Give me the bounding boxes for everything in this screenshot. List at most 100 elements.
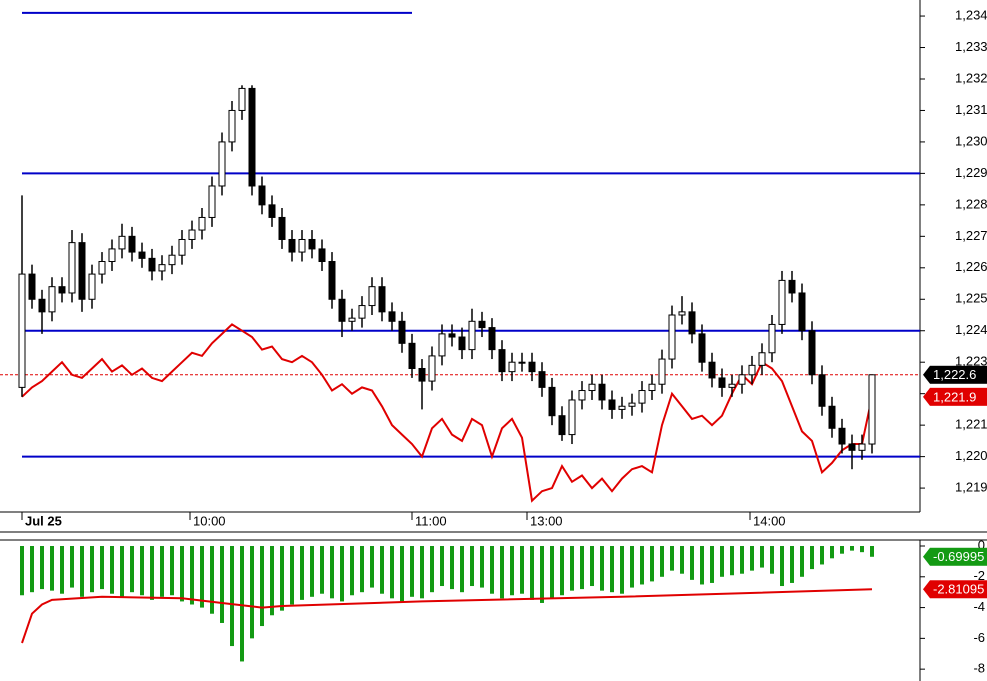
y-tick-label: 1,226 xyxy=(955,259,987,274)
histogram-bar xyxy=(830,546,834,559)
candle-body xyxy=(748,364,756,376)
candle-body xyxy=(448,333,456,338)
y-tick-label: -8 xyxy=(973,661,985,676)
candle-body xyxy=(698,333,706,363)
candle-body xyxy=(518,361,526,364)
candle-body xyxy=(528,361,536,373)
candle-body xyxy=(358,305,366,319)
y-tick-label: 1,229 xyxy=(955,165,987,180)
candle-body xyxy=(48,286,56,313)
y-tick-label: 1,230 xyxy=(955,133,987,148)
candle-body xyxy=(568,399,576,436)
histogram-bar xyxy=(490,546,494,594)
histogram-bar xyxy=(370,546,374,588)
candle-body xyxy=(828,405,836,429)
histogram-bar xyxy=(870,546,874,557)
histogram-bar xyxy=(650,546,654,582)
candle-body xyxy=(628,402,636,407)
y-tick-label: 1,227 xyxy=(955,228,987,243)
histogram-bar xyxy=(770,546,774,574)
y-tick-label: -2 xyxy=(973,568,985,583)
last-value-box xyxy=(930,547,987,566)
candle-body xyxy=(168,254,176,266)
candle-body xyxy=(328,261,336,300)
histogram-bar xyxy=(420,546,424,599)
histogram-bar xyxy=(80,546,84,597)
candle-body xyxy=(588,383,596,392)
candle-body xyxy=(718,377,726,388)
histogram-bar xyxy=(250,546,254,639)
candle-body xyxy=(318,248,326,263)
candle-body xyxy=(398,320,406,344)
candle-body xyxy=(648,383,656,392)
histogram-bar xyxy=(480,546,484,588)
histogram-bar xyxy=(40,546,44,590)
candle-body xyxy=(768,323,776,354)
histogram-bar xyxy=(560,546,564,596)
candle-body xyxy=(38,298,46,313)
histogram-bar xyxy=(190,546,194,605)
candle-body xyxy=(738,374,746,385)
x-tick-label: 13:00 xyxy=(530,513,563,528)
histogram-bar xyxy=(160,546,164,597)
histogram-bar xyxy=(360,546,364,593)
candle-body xyxy=(428,355,436,382)
candle-body xyxy=(688,311,696,335)
x-tick-label: Jul 25 xyxy=(25,513,62,528)
candle-body xyxy=(798,292,806,332)
y-tick-label: 1,223 xyxy=(955,354,987,369)
candle-body xyxy=(158,264,166,272)
histogram-bar xyxy=(820,546,824,565)
histogram-bar xyxy=(730,546,734,576)
histogram-bar xyxy=(120,546,124,597)
last-value-box xyxy=(930,580,987,599)
candle-body xyxy=(598,383,606,401)
histogram-bar xyxy=(800,546,804,577)
candle-body xyxy=(538,371,546,388)
candle-body xyxy=(548,386,556,417)
histogram-bar xyxy=(240,546,244,662)
candle-body xyxy=(228,109,236,143)
histogram-bar xyxy=(200,546,204,608)
candle-body xyxy=(348,317,356,322)
histogram-bar xyxy=(280,546,284,611)
candle-body xyxy=(58,286,66,294)
histogram-bar xyxy=(690,546,694,580)
histogram-bar xyxy=(110,546,114,594)
histogram-bar xyxy=(720,546,724,577)
candle-body xyxy=(368,286,376,307)
histogram-bar xyxy=(290,546,294,605)
candle-body xyxy=(708,361,716,379)
histogram-bar xyxy=(760,546,764,568)
candle-body xyxy=(508,361,516,373)
candle-body xyxy=(298,238,306,253)
candle-body xyxy=(868,374,876,445)
histogram-bar xyxy=(380,546,384,594)
histogram-bar xyxy=(330,546,334,599)
histogram-bar xyxy=(100,546,104,590)
candle-body xyxy=(638,390,646,404)
histogram-bar xyxy=(210,546,214,614)
candle-body xyxy=(78,242,86,300)
candle-body xyxy=(178,238,186,256)
histogram-bar xyxy=(540,546,544,603)
histogram-bar xyxy=(680,546,684,574)
candle-body xyxy=(188,229,196,240)
histogram-bar xyxy=(620,546,624,594)
histogram-bar xyxy=(230,546,234,647)
y-tick-label: 1,219 xyxy=(955,480,987,495)
histogram-bar xyxy=(430,546,434,593)
candle-body xyxy=(18,273,26,388)
candle-body xyxy=(818,374,826,407)
histogram-bar xyxy=(30,546,34,593)
candle-body xyxy=(248,87,256,187)
y-tick-label: 1,233 xyxy=(955,39,987,54)
y-tick-label: -6 xyxy=(973,630,985,645)
y-tick-label: 1,224 xyxy=(955,322,987,337)
candle-body xyxy=(278,216,286,240)
candle-body xyxy=(388,311,396,322)
histogram-bar xyxy=(520,546,524,594)
histogram-bar xyxy=(270,546,274,616)
histogram-bar xyxy=(150,546,154,600)
histogram-bar xyxy=(590,546,594,587)
